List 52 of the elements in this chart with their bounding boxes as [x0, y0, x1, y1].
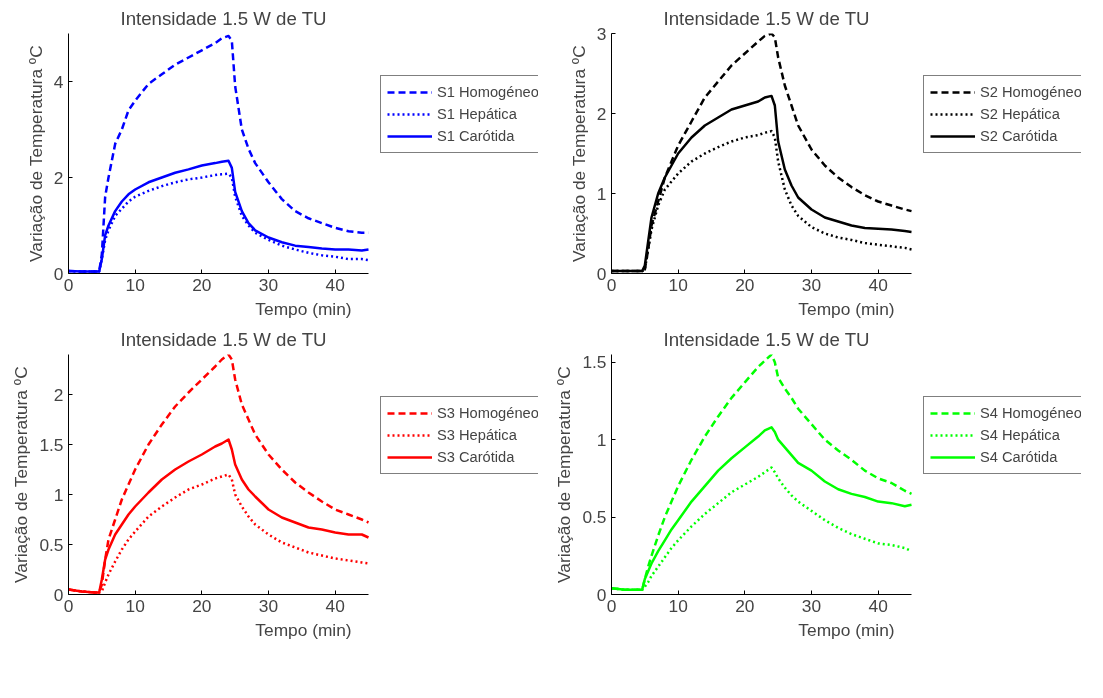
chart-title: Intensidade 1.5 W de TU [663, 7, 870, 29]
y-tick-label: 4 [53, 71, 64, 92]
legend-label: S3 Carótida [437, 449, 515, 465]
x-tick-label: 10 [125, 274, 145, 295]
x-tick-label: 40 [868, 274, 888, 295]
legend-label: S4 Homogéneo [980, 405, 1082, 421]
y-tick-label: 1 [596, 183, 607, 204]
y-tick-label: 1.5 [582, 352, 607, 373]
y-axis-title: Variação de Temperatura ºC [11, 366, 32, 583]
chart-title: Intensidade 1.5 W de TU [120, 7, 327, 29]
chart-title: Intensidade 1.5 W de TU [120, 328, 327, 350]
legend-label: S2 Homogéneo [980, 84, 1082, 100]
legend-label: S1 Carótida [437, 128, 515, 144]
x-tick-label: 40 [325, 274, 345, 295]
legend-label: S4 Hepática [980, 427, 1060, 443]
x-axis-title: Tempo (min) [798, 619, 895, 640]
x-tick-label: 10 [125, 595, 145, 616]
legend-label: S2 Hepática [980, 106, 1060, 122]
legend-label: S1 Hepática [437, 106, 517, 122]
x-tick-label: 20 [735, 595, 755, 616]
y-tick-label: 0.5 [39, 534, 64, 555]
x-tick-label: 10 [668, 595, 688, 616]
x-tick-label: 40 [868, 595, 888, 616]
legend-label: S3 Homogéneo [437, 405, 539, 421]
y-tick-label: 0.5 [582, 507, 607, 528]
y-tick-label: 1.5 [39, 434, 64, 455]
legend-label: S4 Carótida [980, 449, 1058, 465]
legend-label: S2 Carótida [980, 128, 1058, 144]
legend-label: S3 Hepática [437, 427, 517, 443]
y-axis-title: Variação de Temperatura ºC [554, 366, 575, 583]
y-tick-label: 2 [53, 167, 64, 188]
y-axis-title: Variação de Temperatura ºC [25, 45, 46, 262]
x-tick-label: 20 [192, 595, 212, 616]
chart-title: Intensidade 1.5 W de TU [663, 328, 870, 350]
y-axis-title: Variação de Temperatura ºC [568, 45, 589, 262]
x-tick-label: 30 [801, 274, 822, 295]
x-axis-title: Tempo (min) [255, 298, 352, 319]
y-tick-label: 3 [596, 23, 607, 44]
x-tick-label: 20 [735, 274, 755, 295]
y-tick-label: 1 [53, 484, 64, 505]
y-tick-label: 1 [596, 429, 607, 450]
x-tick-label: 30 [258, 274, 279, 295]
x-tick-label: 20 [192, 274, 212, 295]
x-axis-title: Tempo (min) [255, 619, 352, 640]
x-tick-label: 30 [801, 595, 822, 616]
x-tick-label: 40 [325, 595, 345, 616]
legend-label: S1 Homogéneo [437, 84, 539, 100]
x-axis-title: Tempo (min) [798, 298, 895, 319]
x-tick-label: 10 [668, 274, 688, 295]
x-tick-label: 30 [258, 595, 279, 616]
y-tick-label: 2 [53, 384, 64, 405]
y-tick-label: 2 [596, 103, 607, 124]
